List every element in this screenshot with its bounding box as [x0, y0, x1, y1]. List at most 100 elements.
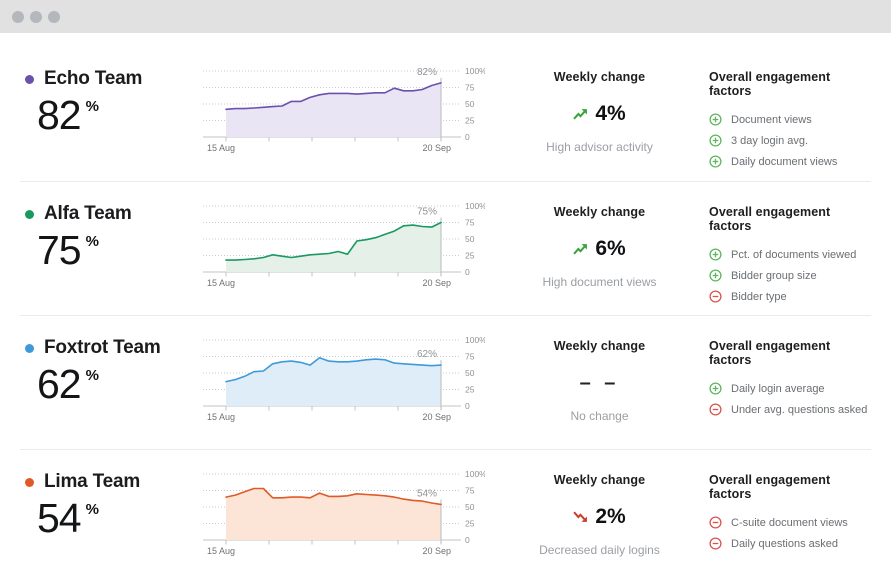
window-control-dot[interactable]	[48, 10, 60, 23]
chart-line	[225, 82, 442, 111]
y-axis-tick-label: 100%	[465, 469, 485, 479]
minus-circle-icon	[709, 290, 722, 303]
y-axis-tick-label: 75	[465, 352, 475, 362]
weekly-change-note: No change	[570, 409, 629, 423]
y-axis-tick-label: 0	[465, 132, 470, 142]
weekly-change-percent: 6%	[595, 237, 626, 260]
trend-down-icon	[573, 511, 588, 522]
chart-line	[225, 221, 442, 261]
factor-item: Daily questions asked	[709, 533, 869, 554]
plus-circle-icon	[709, 155, 722, 168]
chart-line	[225, 487, 442, 506]
x-axis-tick-label: 15 Aug	[207, 278, 235, 288]
y-axis-tick-label: 75	[465, 486, 475, 496]
x-axis-tick-label: 20 Sep	[422, 546, 451, 556]
y-axis-tick-label: 25	[465, 116, 475, 126]
factor-list: C-suite document views Daily questions as…	[709, 512, 869, 554]
team-row-foxtrot: Foxtrot Team 62% 62% 100% 75 50 25 0 15 Aug 20 …	[20, 315, 871, 449]
factor-item: Document views	[709, 109, 869, 130]
engagement-sparkline-chart: 75% 100% 75 50 25 0 15 Aug 20 Sep	[193, 194, 485, 315]
y-axis-tick-label: 100%	[465, 201, 485, 211]
chart-end-value-label: 75%	[417, 207, 437, 218]
factor-item: Pct. of documents viewed	[709, 244, 869, 265]
percent-sign: %	[85, 98, 99, 115]
factor-label: Bidder type	[731, 290, 787, 303]
team-name: Alfa Team	[44, 203, 132, 224]
plus-circle-icon	[709, 134, 722, 147]
weekly-change-panel: Weekly change 6% High document views	[511, 194, 688, 315]
engagement-factors-panel: Overall engagement factors C-suite docum…	[709, 462, 869, 581]
chart-area-fill	[226, 357, 441, 406]
plus-circle-icon	[709, 269, 722, 282]
chart-area-fill	[226, 82, 441, 137]
factor-item: Daily document views	[709, 151, 869, 172]
team-color-dot	[25, 209, 34, 219]
factor-label: C-suite document views	[731, 516, 848, 529]
plus-circle-icon	[709, 113, 722, 126]
chart-end-value-label: 62%	[417, 349, 437, 360]
x-axis-tick-label: 15 Aug	[207, 412, 235, 422]
factors-header: Overall engagement factors	[709, 339, 831, 367]
trend-up-icon	[573, 109, 588, 120]
weekly-change-panel: Weekly change 4% High advisor activity	[511, 59, 688, 181]
engagement-sparkline-chart: 62% 100% 75 50 25 0 15 Aug 20 Sep	[193, 328, 485, 449]
weekly-change-value: 4%	[511, 101, 688, 127]
factor-label: Pct. of documents viewed	[731, 248, 857, 261]
percent-sign: %	[85, 233, 99, 250]
weekly-change-header: Weekly change	[553, 205, 646, 219]
team-row-echo: Echo Team 82% 82% 100% 75 50 25 0 15 Aug 20 Sep…	[20, 47, 871, 181]
y-axis-tick-label: 100%	[465, 66, 485, 76]
window-control-dot[interactable]	[12, 10, 24, 23]
plus-circle-icon	[709, 382, 722, 395]
x-axis-tick-label: 15 Aug	[207, 143, 235, 153]
team-engagement-score: 62%	[37, 361, 99, 407]
trend-up-icon	[573, 244, 588, 255]
y-axis-tick-label: 50	[465, 368, 475, 378]
x-axis-tick-label: 20 Sep	[422, 278, 451, 288]
factor-label: 3 day login avg.	[731, 134, 809, 147]
factor-item: 3 day login avg.	[709, 130, 869, 151]
y-axis-tick-label: 0	[465, 401, 470, 411]
minus-circle-icon	[709, 537, 722, 550]
engagement-sparkline-chart: 54% 100% 75 50 25 0 15 Aug 20 Sep	[193, 462, 485, 581]
chart-area-fill	[226, 222, 441, 272]
factor-label: Daily login average	[731, 382, 825, 395]
weekly-change-header: Weekly change	[553, 70, 646, 84]
team-name: Lima Team	[44, 471, 141, 492]
team-engagement-score: 75%	[37, 227, 99, 273]
minus-circle-icon	[709, 403, 722, 416]
weekly-change-panel: Weekly change 2% Decreased daily logins	[511, 462, 688, 581]
weekly-change-panel: Weekly change – – No change	[511, 328, 688, 449]
factor-item: Bidder group size	[709, 265, 869, 286]
engagement-factors-panel: Overall engagement factors Document view…	[709, 59, 869, 181]
team-row-lima: Lima Team 54% 54% 100% 75 50 25 0 15 Aug 20 Sep…	[20, 449, 871, 581]
factor-label: Document views	[731, 113, 812, 126]
engagement-factors-panel: Overall engagement factors Pct. of docum…	[709, 194, 869, 315]
window-control-dot[interactable]	[30, 10, 42, 23]
y-axis-tick-label: 25	[465, 251, 475, 261]
team-color-dot	[25, 343, 34, 353]
factor-item: C-suite document views	[709, 512, 869, 533]
team-engagement-score: 54%	[37, 495, 99, 541]
factor-item: Bidder type	[709, 286, 869, 307]
factor-label: Bidder group size	[731, 269, 817, 282]
x-axis-tick-label: 15 Aug	[207, 546, 235, 556]
team-engagement-score: 82%	[37, 92, 99, 138]
chart-end-value-label: 54%	[417, 488, 437, 499]
y-axis-tick-label: 0	[465, 535, 470, 545]
x-axis-tick-label: 20 Sep	[422, 412, 451, 422]
factor-label: Daily questions asked	[731, 537, 839, 550]
weekly-change-note: High document views	[542, 275, 657, 289]
chart-area-fill	[226, 488, 441, 540]
weekly-change-note: High advisor activity	[546, 140, 653, 154]
y-axis-tick-label: 25	[465, 519, 475, 529]
factor-list: Pct. of documents viewed Bidder group siz…	[709, 244, 869, 307]
team-color-dot	[25, 74, 34, 84]
weekly-change-header: Weekly change	[553, 473, 646, 487]
factors-header: Overall engagement factors	[709, 205, 831, 233]
percent-sign: %	[85, 501, 99, 518]
engagement-sparkline-chart: 82% 100% 75 50 25 0 15 Aug 20 Sep	[193, 59, 485, 181]
factor-item: Daily login average	[709, 378, 869, 399]
y-axis-tick-label: 50	[465, 502, 475, 512]
window-titlebar	[0, 0, 891, 33]
